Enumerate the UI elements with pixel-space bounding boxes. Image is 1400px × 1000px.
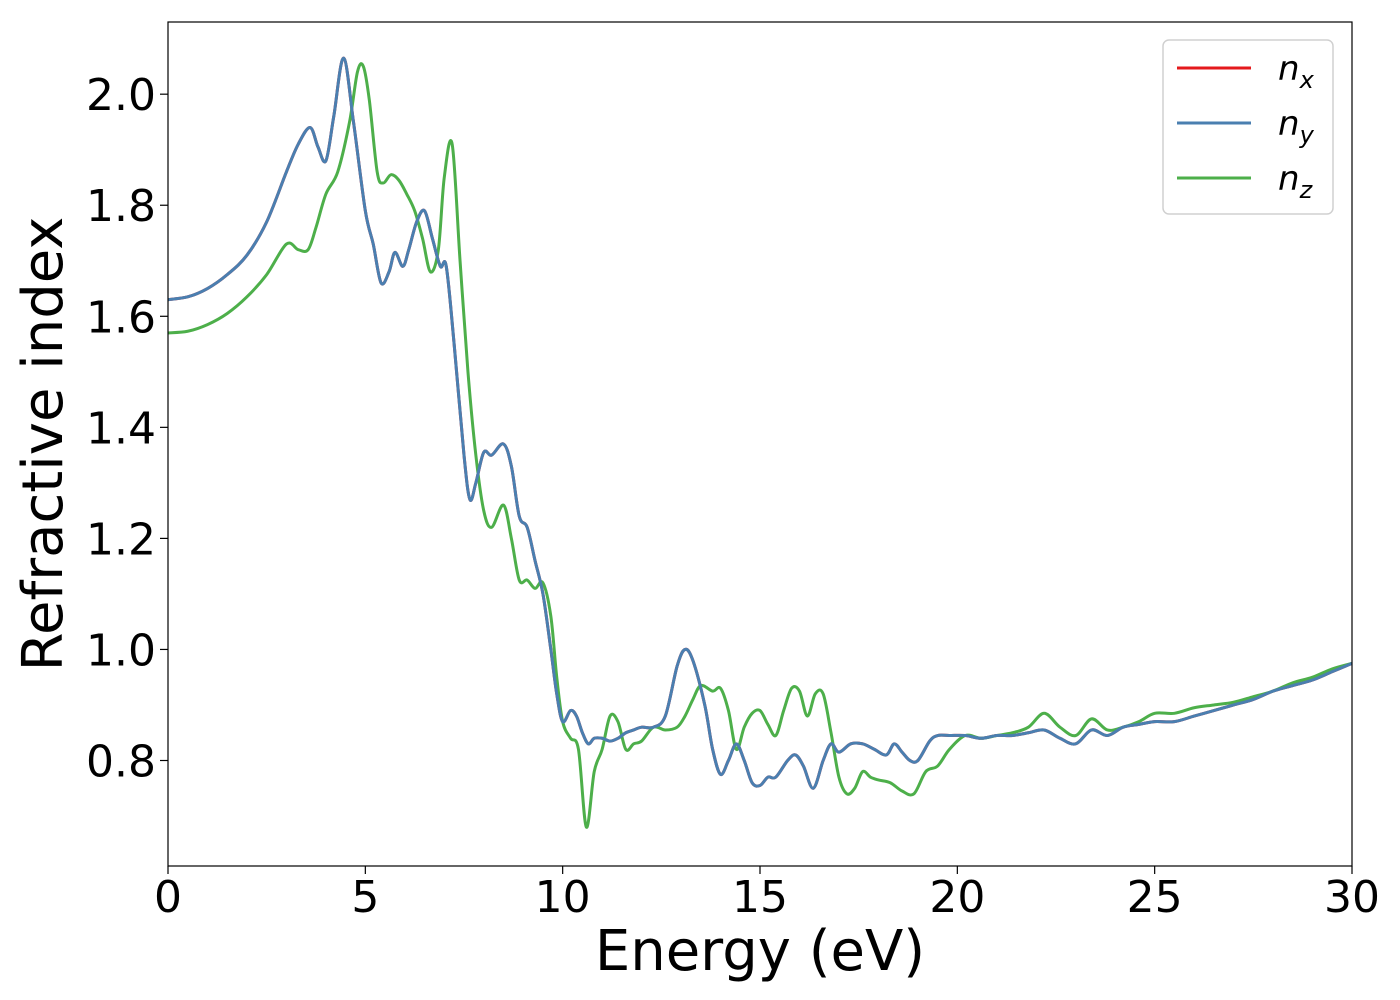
y-tick-label: 1.0 [86, 625, 156, 676]
x-tick-label: 30 [1324, 872, 1380, 923]
y-axis-ticks: 0.8 1.0 1.2 1.4 1.6 1.8 2.0 [86, 70, 168, 788]
x-tick-label: 0 [154, 872, 182, 923]
y-tick-label: 1.8 [86, 181, 156, 232]
x-axis-label: Energy (eV) [595, 919, 925, 984]
x-tick-label: 25 [1127, 872, 1183, 923]
y-tick-label: 1.2 [86, 514, 156, 565]
x-tick-label: 10 [535, 872, 591, 923]
y-tick-label: 2.0 [86, 70, 156, 121]
plot-lines [168, 56, 1352, 829]
series-line-z [168, 62, 1352, 829]
y-tick-label: 1.4 [86, 403, 156, 454]
series-line-y [168, 56, 1352, 790]
y-tick-label: 0.8 [86, 737, 156, 788]
x-tick-label: 20 [929, 872, 985, 923]
y-axis-label: Refractive index [11, 217, 76, 672]
legend-label-y: ny [1278, 104, 1315, 149]
legend-label-z: nz [1278, 159, 1314, 204]
x-tick-label: 15 [732, 872, 788, 923]
x-tick-label: 5 [351, 872, 379, 923]
legend: nx ny nz [1162, 39, 1334, 215]
y-tick-label: 1.6 [86, 292, 156, 343]
legend-label-x: nx [1278, 49, 1315, 94]
x-axis-ticks: 0 5 10 15 20 25 30 [154, 866, 1380, 923]
legend-box [1162, 39, 1334, 215]
